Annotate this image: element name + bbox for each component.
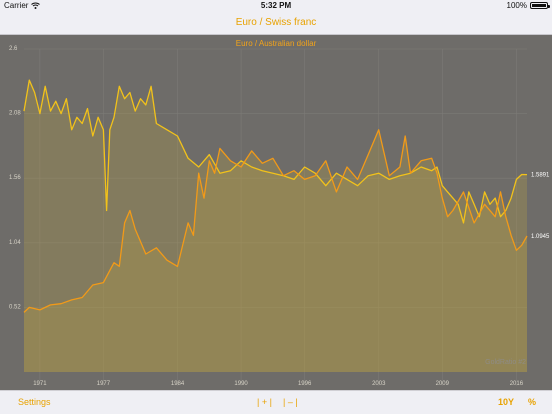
chart-grid: [24, 48, 527, 386]
series-fills: [24, 80, 527, 372]
carrier-label: Carrier: [4, 1, 29, 10]
chart-svg[interactable]: Euro / Australian dollar 2.6 2.08 1.56 1.04…: [0, 35, 552, 390]
x-axis-labels: 1971 1977 1984 1990 1996 2003 2009 2016: [33, 381, 524, 387]
x-tick-label: 1990: [234, 381, 248, 387]
x-tick-label: 2009: [436, 381, 450, 387]
status-bar: Carrier 5:32 PM 100%: [0, 0, 552, 12]
battery-icon: [530, 2, 550, 9]
end-value-labels: 1.5891 1.0945: [531, 173, 550, 240]
battery-percent: 100%: [506, 1, 527, 10]
y-tick-label: 1.56: [9, 175, 21, 181]
x-tick-label: 1996: [298, 381, 312, 387]
y-tick-label: 2.6: [9, 46, 18, 52]
series-line: [23, 79, 528, 224]
wifi-icon: [31, 2, 41, 9]
x-tick-label: 2003: [372, 381, 386, 387]
chart-area[interactable]: Euro / Australian dollar 2.6 2.08 1.56 1.04…: [0, 35, 552, 390]
bottom-toolbar: Settings | + | | – | 10Y %: [0, 390, 552, 414]
zoom-out-button[interactable]: | – |: [283, 397, 298, 407]
y-tick-label: 1.04: [9, 240, 21, 246]
y-tick-label: 0.52: [9, 304, 21, 310]
x-tick-label: 1971: [33, 381, 47, 387]
nav-bar: Euro / Swiss franc: [0, 12, 552, 35]
series-fill: [24, 80, 527, 372]
end-value-label: 1.0945: [531, 234, 550, 240]
settings-button[interactable]: Settings: [18, 397, 51, 407]
series-fill: [24, 129, 527, 372]
y-axis-labels: 2.6 2.08 1.56 1.04 0.52: [9, 46, 21, 310]
page-title[interactable]: Euro / Swiss franc: [235, 17, 317, 28]
percent-button[interactable]: %: [528, 397, 537, 407]
status-time: 5:32 PM: [260, 1, 292, 10]
series-lines: [23, 79, 528, 313]
y-tick-label: 2.08: [9, 111, 21, 117]
end-value-label: 1.5891: [531, 173, 550, 179]
x-tick-label: 1984: [171, 381, 185, 387]
x-tick-label: 1977: [97, 381, 111, 387]
status-left: Carrier: [4, 1, 41, 10]
series-line: [23, 129, 528, 313]
battery-fill: [532, 4, 546, 7]
watermark: GoldRatio #2: [485, 359, 526, 366]
status-right: 100%: [506, 1, 550, 10]
chart-title: Euro / Australian dollar: [236, 39, 317, 48]
range-button[interactable]: 10Y: [498, 397, 515, 407]
x-tick-label: 2016: [510, 381, 524, 387]
zoom-in-button[interactable]: | + |: [257, 397, 272, 407]
